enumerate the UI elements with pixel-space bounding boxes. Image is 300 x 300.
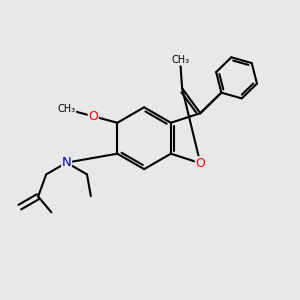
Text: N: N [62, 156, 71, 169]
Text: O: O [195, 157, 205, 170]
Text: O: O [88, 110, 98, 123]
Text: CH₃: CH₃ [171, 55, 189, 65]
Text: CH₃: CH₃ [58, 104, 76, 114]
